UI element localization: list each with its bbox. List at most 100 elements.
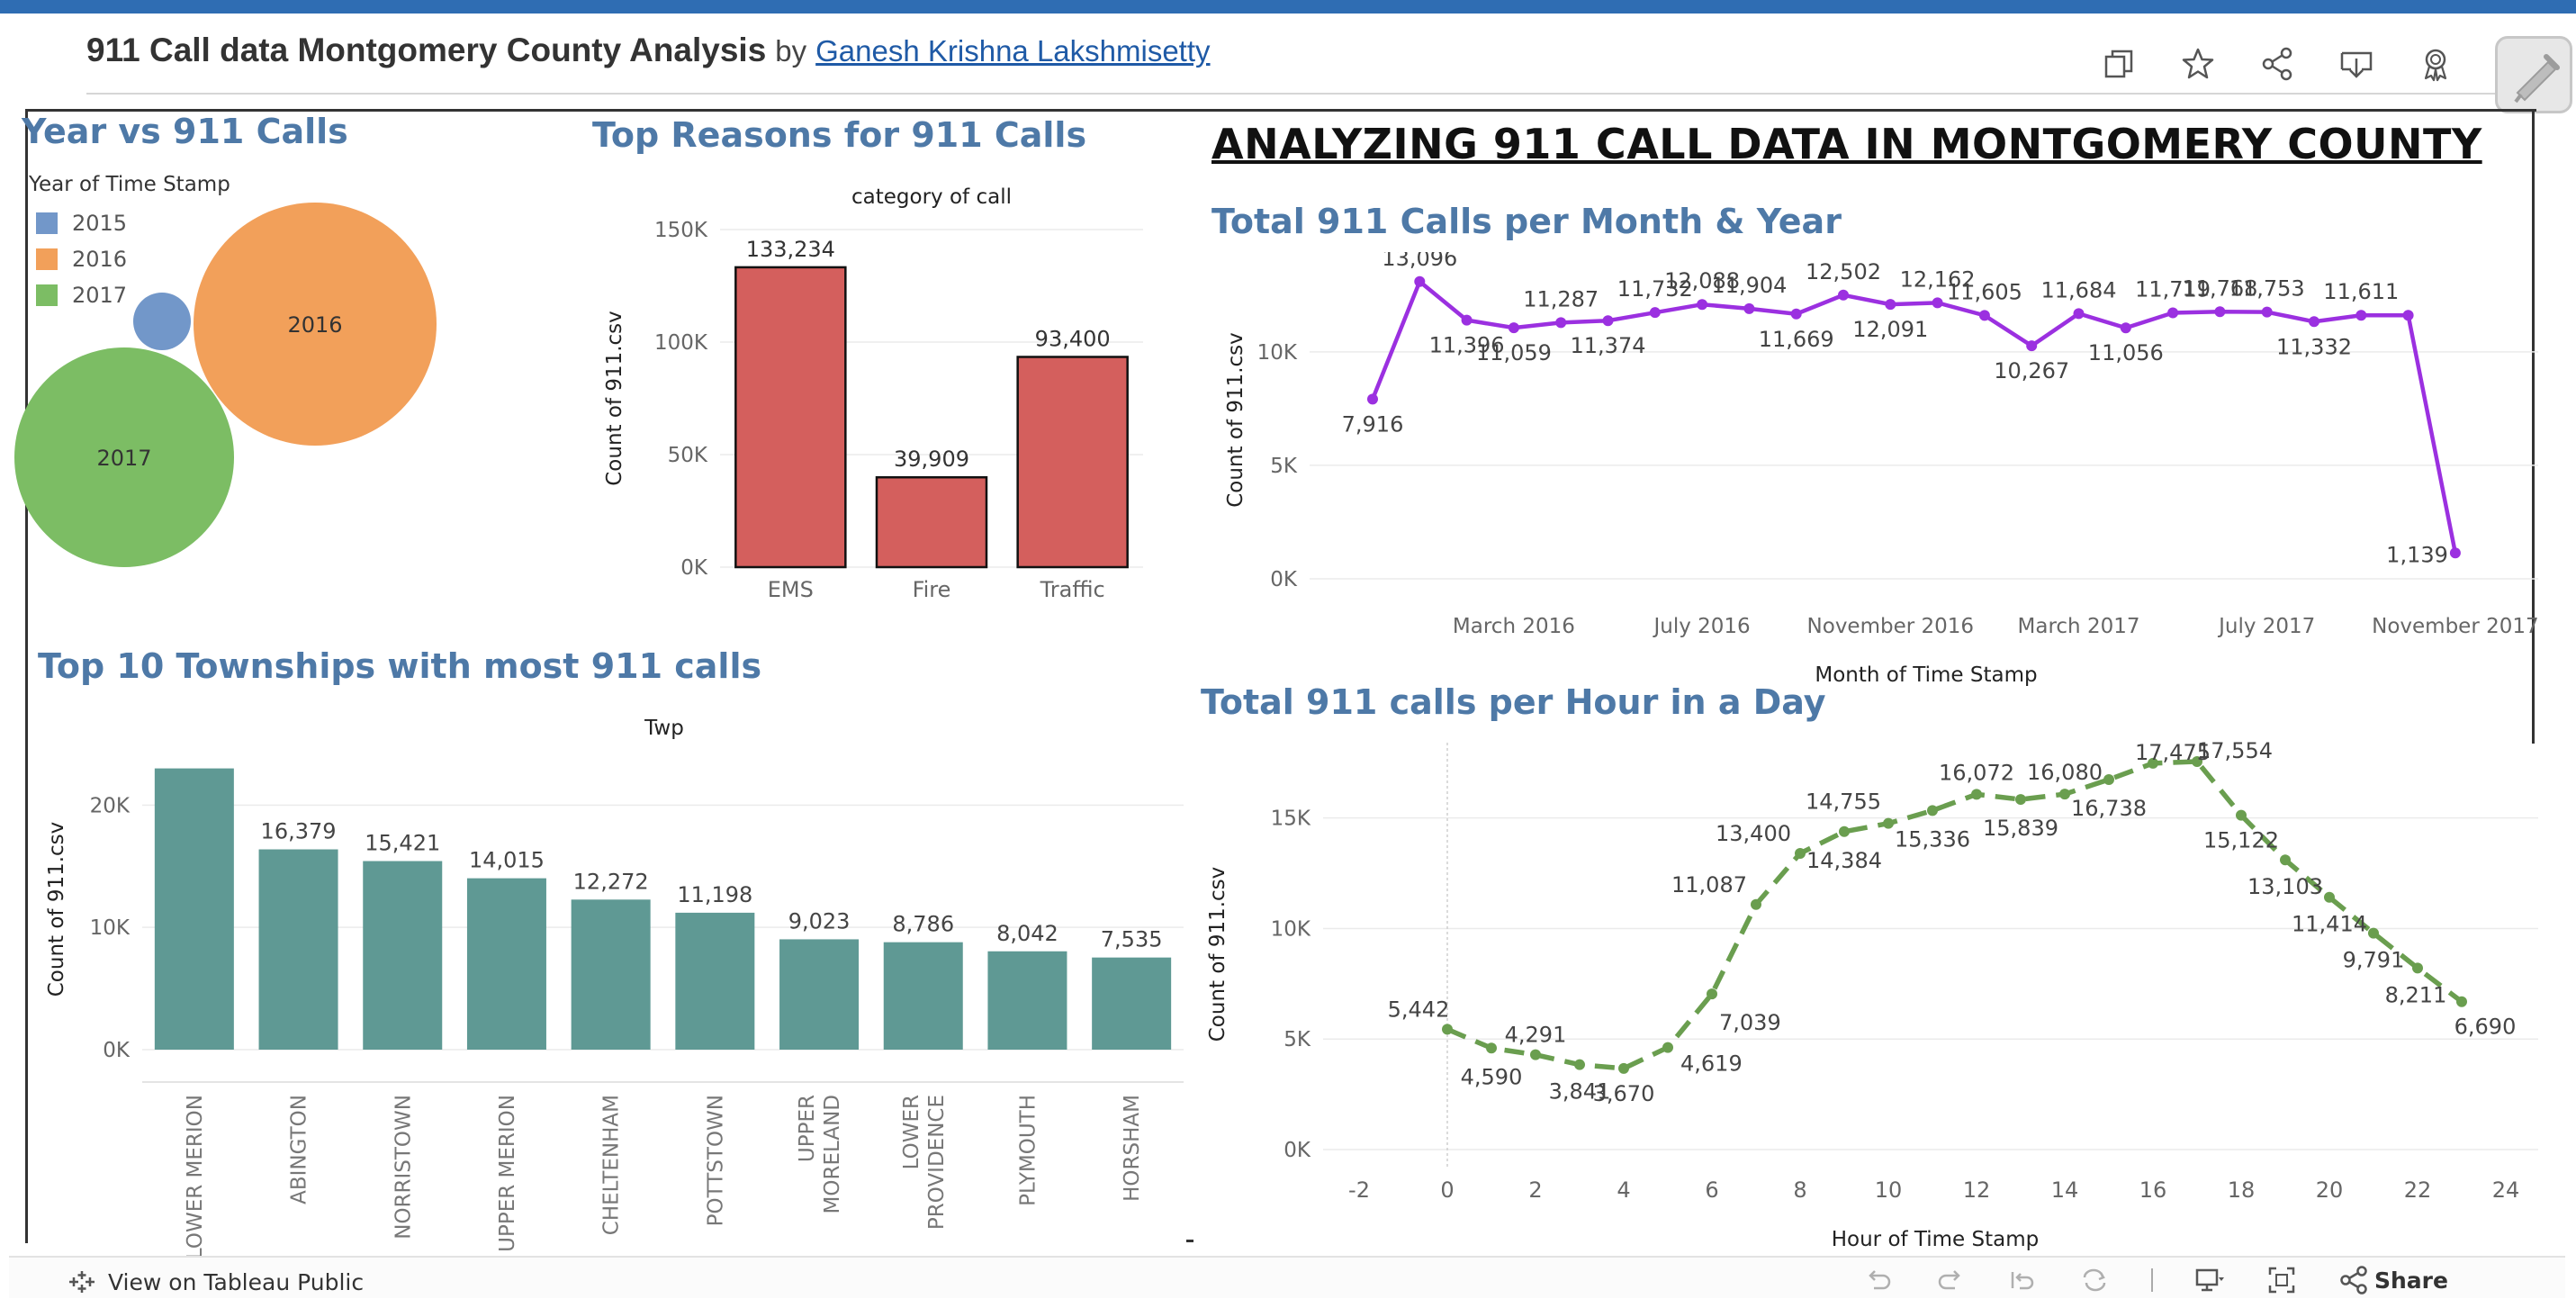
y-tick-label: 0K [1270,568,1298,591]
data-point-2017-02 [2026,340,2038,352]
fullscreen-icon[interactable] [2266,1265,2297,1295]
data-label: 3,670 [1593,1081,1655,1106]
data-label: 6,690 [2454,1015,2517,1040]
device-preview-icon[interactable] [2194,1265,2225,1295]
view-label: View on Tableau Public [108,1268,365,1295]
revert-icon[interactable] [2007,1265,2038,1295]
data-label: 17,554 [2197,738,2273,763]
data-label: 14,015 [469,848,545,873]
legend-item-2016[interactable]: 2016 [29,241,230,277]
data-point-hour-5 [1662,1042,1673,1053]
data-point-hour-21 [2368,927,2379,939]
data-label: 12,272 [573,869,649,894]
x-tick-label: July 2017 [2217,615,2315,638]
hourly-chart-title: Total 911 calls per Hour in a Day [1201,682,1826,722]
data-label: 15,839 [1983,816,2058,841]
y-tick-label: 0K [1283,1139,1311,1162]
author-link[interactable]: Ganesh Krishna Lakshmisetty [815,34,1211,68]
data-point-hour-2 [1530,1049,1541,1060]
by-label: by [775,34,807,68]
star-icon[interactable] [2180,46,2216,82]
x-tick-label: POTTSTOWN [704,1095,727,1226]
data-point-2016-06 [1649,307,1661,319]
data-label: 39,909 [894,447,969,472]
reasons-chart-title: Top Reasons for 911 Calls [592,115,1087,155]
bar-EMS [734,266,847,569]
data-point-hour-23 [2456,996,2467,1007]
data-label: 17,475 [2135,740,2211,765]
data-label: 7,039 [1719,1010,1781,1035]
data-label: 16,738 [2071,796,2147,821]
copy-icon[interactable] [2101,46,2137,82]
data-label: 16,379 [261,819,337,844]
legend-label: 2015 [72,211,128,236]
x-tick-label: 24 [2492,1177,2520,1203]
refresh-icon[interactable] [2079,1265,2110,1295]
data-point-hour-1 [1486,1042,1497,1054]
monthly-chart-title: Total 911 Calls per Month & Year [1211,202,1842,241]
bar-horsham [1092,957,1172,1050]
y-tick-label: 10K [90,916,131,940]
bar-Fire [875,475,988,569]
data-point-2017-04 [2120,322,2131,334]
data-point-2016-02 [1461,314,1473,326]
x-tick-label: EMS [768,577,814,602]
header-divider [86,93,2517,95]
x-tick-label-group: LOWER PROVIDENCE [900,1095,949,1230]
data-label: 12,091 [1852,317,1928,342]
undo-icon[interactable] [1863,1265,1894,1295]
bar-Traffic [1016,356,1129,569]
reasons-bar-chart: category of call 0K 50K 100K 150K Count of 91… [603,185,1143,602]
data-point-hour-14 [2059,789,2070,800]
data-label: 9,023 [788,908,851,934]
data-point-2017-03 [2073,308,2085,320]
data-label: 7,535 [1101,927,1163,952]
data-point-2016-12 [1932,297,1943,309]
data-label: 11,414 [2292,912,2367,937]
legend-label: 2017 [72,283,128,308]
x-tick-label: 22 [2404,1177,2432,1203]
data-label: 16,072 [1939,760,2014,785]
x-tick-label: NORRISTOWN [392,1095,415,1240]
y-tick-label: 20K [90,794,131,817]
corner-edit-button[interactable] [2495,36,2572,113]
x-tick-label-group: NORRISTOWN [392,1095,415,1240]
legend-swatch [36,248,58,270]
x-tick-label: 6 [1705,1177,1718,1203]
data-point-hour-20 [2324,891,2335,903]
legend-item-2017[interactable]: 2017 [29,277,230,313]
x-tick-label: ABINGTON [288,1095,311,1204]
x-tick-label: 4 [1617,1177,1630,1203]
townships-bar-chart: Twp 0K 10K 20K Count of 911.csv LOWER MERION 1… [45,717,1184,1256]
data-point-hour-15 [2103,773,2114,785]
y-axis-title: Count of 911.csv [1224,332,1247,508]
x-tick-label: LOWER [900,1095,923,1169]
bar-pottstown [675,912,755,1050]
data-label: 15,421 [365,831,440,856]
data-label: 11,768 [2182,275,2257,301]
legend-item-2015[interactable]: 2015 [29,205,230,241]
data-label: 14,384 [1806,848,1882,873]
data-label: 12,162 [1900,266,1976,292]
data-point-hour-6 [1707,988,1717,1000]
data-label: 13,103 [2247,874,2323,899]
data-point-2017-07 [2261,306,2273,318]
bubble-label: 2017 [96,446,151,471]
x-tick-label: Fire [913,577,951,602]
data-label: 15,122 [2203,828,2279,853]
view-on-tableau-link[interactable]: View on Tableau Public [68,1268,364,1295]
share-button[interactable]: Share [2338,1265,2448,1295]
bar-lower-providence [883,942,963,1050]
townships-chart-title: Top 10 Townships with most 911 calls [38,646,762,686]
x-tick-label-group: HORSHAM [1121,1095,1144,1202]
data-point-2016-03 [1508,322,1519,334]
redo-icon[interactable] [1935,1265,1966,1295]
data-point-2017-08 [2309,316,2319,328]
data-label: 3,841 [1549,1079,1611,1105]
data-label: 13,096 [1382,252,1457,271]
badge-icon[interactable] [2418,46,2454,82]
download-icon[interactable] [2338,46,2374,82]
share-network-icon[interactable] [2259,46,2295,82]
data-label: 10,267 [1994,358,2069,383]
share-label: Share [2374,1267,2448,1294]
